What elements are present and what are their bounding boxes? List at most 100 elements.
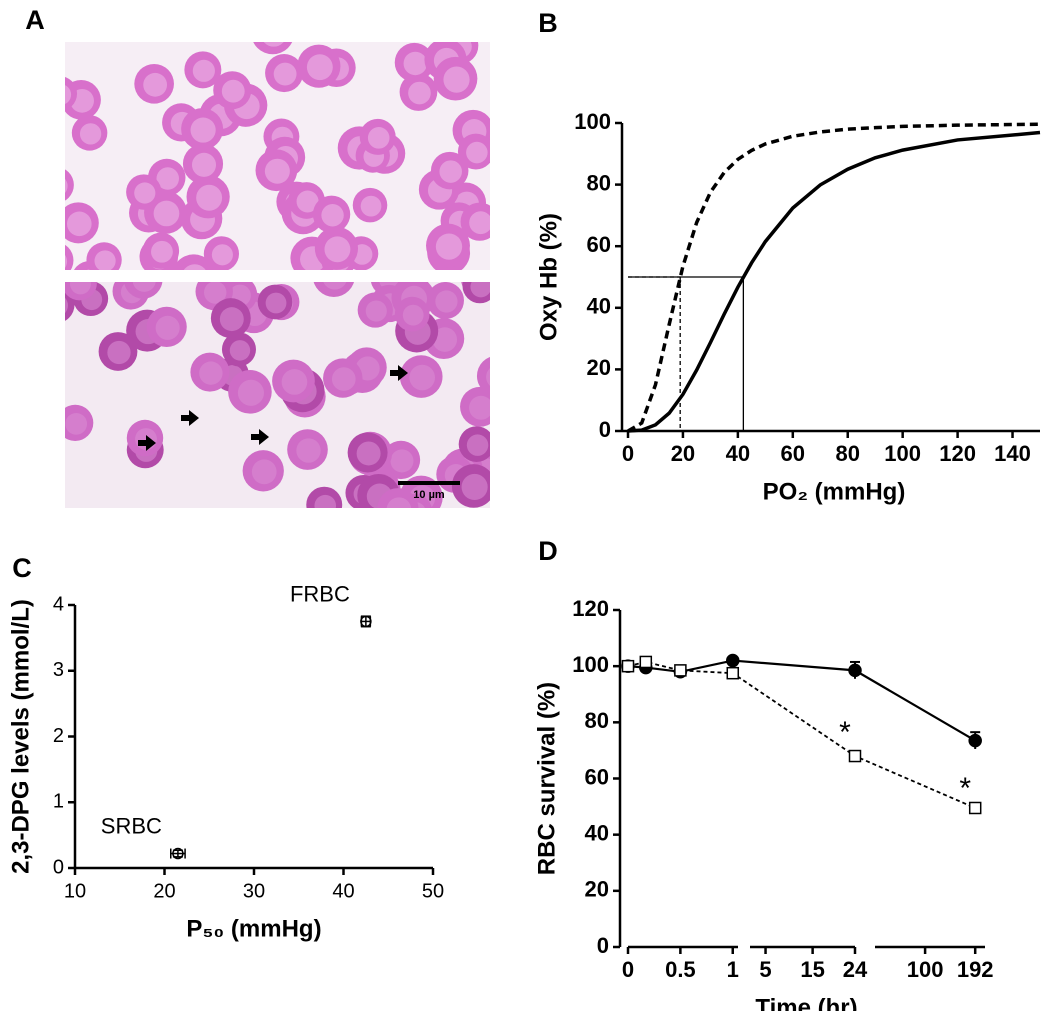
y-tick-label: 1 <box>53 791 64 813</box>
cell-center <box>306 54 333 81</box>
cell-center <box>331 367 356 391</box>
marker <box>968 801 982 815</box>
x-tick-label: 30 <box>243 880 265 902</box>
panel-label: A <box>25 5 45 35</box>
cell-center <box>191 152 217 177</box>
cell-center <box>107 340 131 365</box>
y-axis-title: RBC survival (%) <box>533 682 560 875</box>
y-tick-label: 80 <box>585 708 609 733</box>
y-tick-label: 2 <box>53 725 64 747</box>
arrows <box>138 365 408 451</box>
marker <box>621 659 635 673</box>
cell-center <box>65 178 68 194</box>
x-tick-label: 0 <box>622 441 634 466</box>
x-axis-title: P₅₀ (mmHg) <box>186 915 321 942</box>
point <box>172 847 184 860</box>
y-tick-label: 100 <box>574 109 611 134</box>
panel-label: D <box>538 536 558 566</box>
cell-center <box>324 236 351 263</box>
cell-center <box>183 264 206 270</box>
y-tick-label: 60 <box>585 764 609 789</box>
point-label: SRBC <box>101 813 162 838</box>
x-tick-label: 1 <box>727 957 739 982</box>
annotation: * <box>959 772 971 805</box>
x-axis-title: PO₂ (mmHg) <box>763 478 906 505</box>
cell-center <box>190 117 216 143</box>
y-tick-label: 60 <box>587 232 611 257</box>
y-axis-title: 2,3-DPG levels (mmol/L) <box>7 599 34 874</box>
marker <box>848 749 862 763</box>
cell-center <box>265 292 287 314</box>
cell-center <box>435 233 463 260</box>
cells <box>65 282 490 508</box>
cell-center <box>470 282 490 298</box>
cell-center <box>65 412 88 435</box>
cell <box>253 42 293 55</box>
cell-center <box>65 85 72 105</box>
cell-center <box>251 459 277 485</box>
y-tick-label: 40 <box>587 294 611 319</box>
x-tick-label: 40 <box>726 441 750 466</box>
cell-center <box>365 300 387 322</box>
cell-center <box>153 200 180 227</box>
cell-center <box>402 304 424 326</box>
cell-center <box>229 340 251 361</box>
cell-center <box>264 158 290 184</box>
x-tick-label: 0 <box>622 957 634 982</box>
cell <box>172 254 215 270</box>
cell-center <box>143 72 168 97</box>
cell <box>65 244 74 270</box>
cell-center <box>79 123 102 145</box>
cell-center <box>296 438 321 463</box>
cell-center <box>403 51 428 76</box>
cell-center <box>466 434 489 456</box>
marker <box>848 663 862 678</box>
cell-center <box>237 379 265 406</box>
x-tick-label: 40 <box>332 880 354 902</box>
cell-center <box>199 361 223 385</box>
cell-center <box>466 141 488 164</box>
cell <box>65 77 78 111</box>
cell-center <box>390 449 414 473</box>
cell-center <box>196 184 223 211</box>
x-tick-label: 10 <box>64 880 86 902</box>
cell-center <box>132 282 156 292</box>
marker <box>726 653 740 668</box>
cell-center <box>221 79 245 103</box>
scale-bar-label: 10 µm <box>413 489 445 501</box>
cell-center <box>151 240 173 263</box>
cell-center <box>367 127 390 149</box>
y-axis-title: Oxy Hb (%) <box>535 213 562 341</box>
cell-center <box>65 297 68 314</box>
cell-center <box>219 307 244 332</box>
cell-center <box>135 428 157 450</box>
cell-center <box>408 81 431 105</box>
cell-center <box>409 364 436 391</box>
cell-center <box>432 327 458 352</box>
cell-center <box>356 441 381 466</box>
cell-center <box>435 290 458 313</box>
panel-label: C <box>12 553 32 583</box>
x-tick-label: 140 <box>994 441 1031 466</box>
cells <box>65 42 490 270</box>
marker <box>674 664 687 677</box>
x-tick-label: 20 <box>153 880 175 902</box>
cell-center <box>155 315 180 340</box>
x-tick-label: 24 <box>843 957 868 982</box>
cell-center <box>469 211 490 235</box>
cell-center <box>461 473 488 501</box>
x-tick-label: 5 <box>759 957 771 982</box>
marker <box>726 666 740 680</box>
cell-center <box>360 195 382 217</box>
cell-center <box>134 182 156 204</box>
y-tick-label: 100 <box>572 652 609 677</box>
cell-center <box>69 282 91 295</box>
marker <box>639 655 653 669</box>
y-tick-label: 120 <box>572 596 609 621</box>
cell-center <box>469 395 490 420</box>
x-tick-label: 15 <box>800 957 824 982</box>
x-tick-label: 20 <box>671 441 695 466</box>
cell-center <box>273 62 297 86</box>
point <box>360 615 372 628</box>
